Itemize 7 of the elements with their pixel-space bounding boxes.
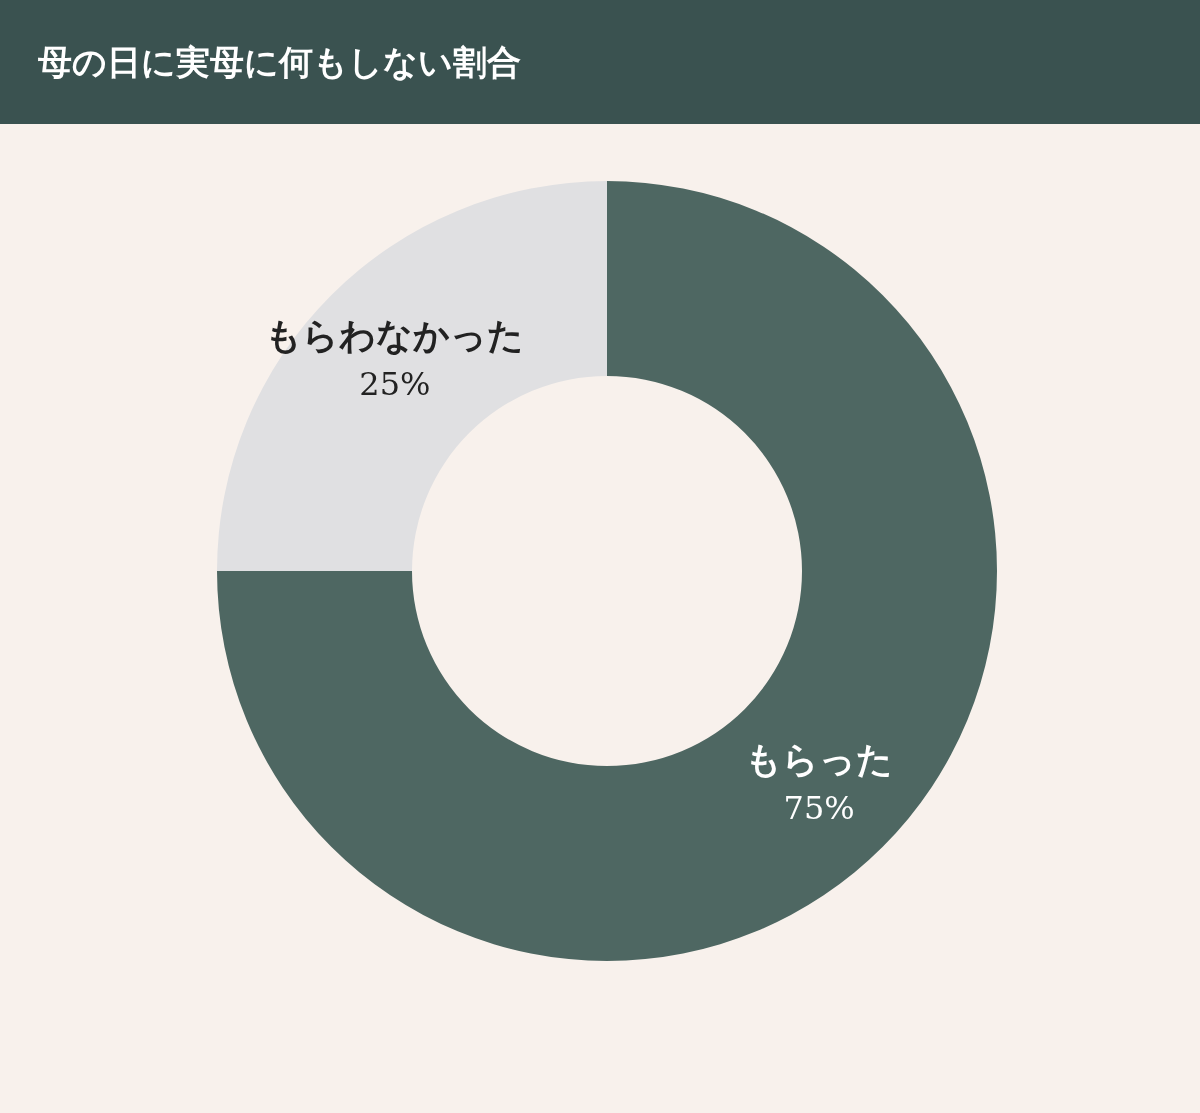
slice-label: もらった	[745, 739, 894, 781]
slice-label: もらわなかった	[265, 314, 525, 356]
chart-title: 母の日に実母に何もしない割合	[0, 0, 1200, 124]
data-label: 25%	[359, 364, 431, 403]
donut-slice	[217, 181, 997, 961]
data-label: 75%	[783, 789, 855, 828]
donut-slice	[217, 181, 607, 571]
